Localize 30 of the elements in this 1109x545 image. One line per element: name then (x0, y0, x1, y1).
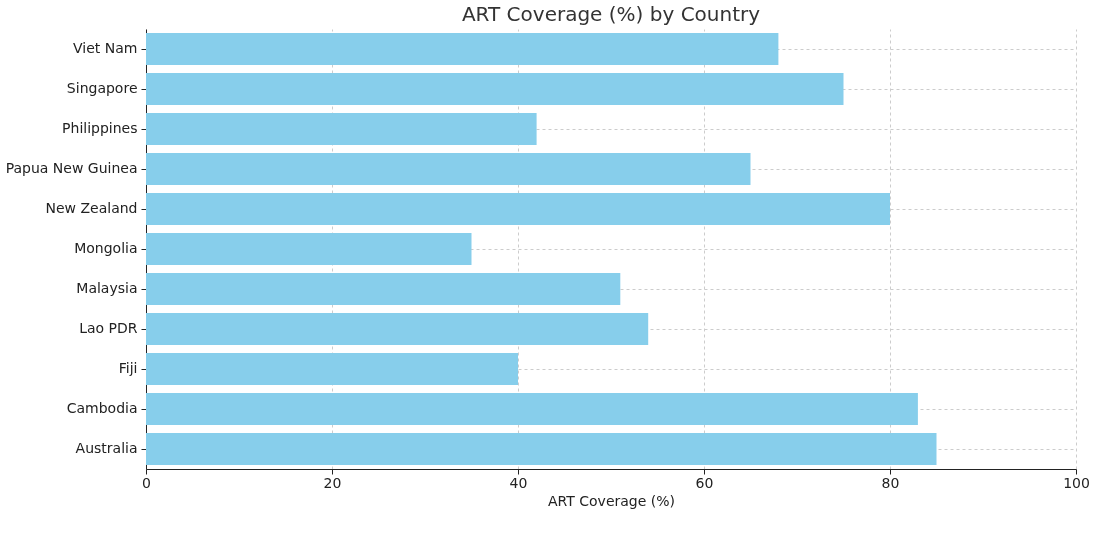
y-tick-label: Lao PDR (79, 320, 138, 336)
bar (146, 113, 537, 145)
y-tick-label: Viet Nam (73, 40, 138, 56)
x-tick-label: 40 (509, 474, 528, 491)
x-tick-label: 20 (323, 474, 342, 491)
x-tick-label: 80 (881, 474, 900, 491)
bar (146, 393, 918, 425)
x-axis-title: ART Coverage (%) (547, 492, 676, 509)
y-tick-label: Cambodia (66, 400, 138, 416)
bar (146, 353, 518, 385)
y-tick-label: Singapore (66, 80, 138, 96)
bar (146, 273, 621, 305)
x-tick-label: 100 (1063, 474, 1090, 491)
bar (146, 233, 472, 265)
bar (146, 73, 844, 105)
y-tick-label: Mongolia (74, 240, 138, 256)
x-tick-label: 0 (142, 474, 151, 491)
x-tick-label: 60 (695, 474, 714, 491)
bar (146, 313, 649, 345)
y-tick-label: Philippines (62, 120, 138, 136)
bar (146, 153, 751, 185)
y-tick-label: New Zealand (45, 200, 138, 216)
y-tick-label: Malaysia (76, 280, 138, 296)
bar (146, 33, 779, 65)
y-tick-label: Fiji (118, 360, 138, 376)
chart-title: ART Coverage (%) by Country (461, 2, 761, 26)
bar (146, 433, 937, 465)
y-tick-label: Papua New Guinea (5, 160, 138, 176)
bar (146, 193, 890, 225)
y-tick-label: Australia (75, 440, 138, 456)
